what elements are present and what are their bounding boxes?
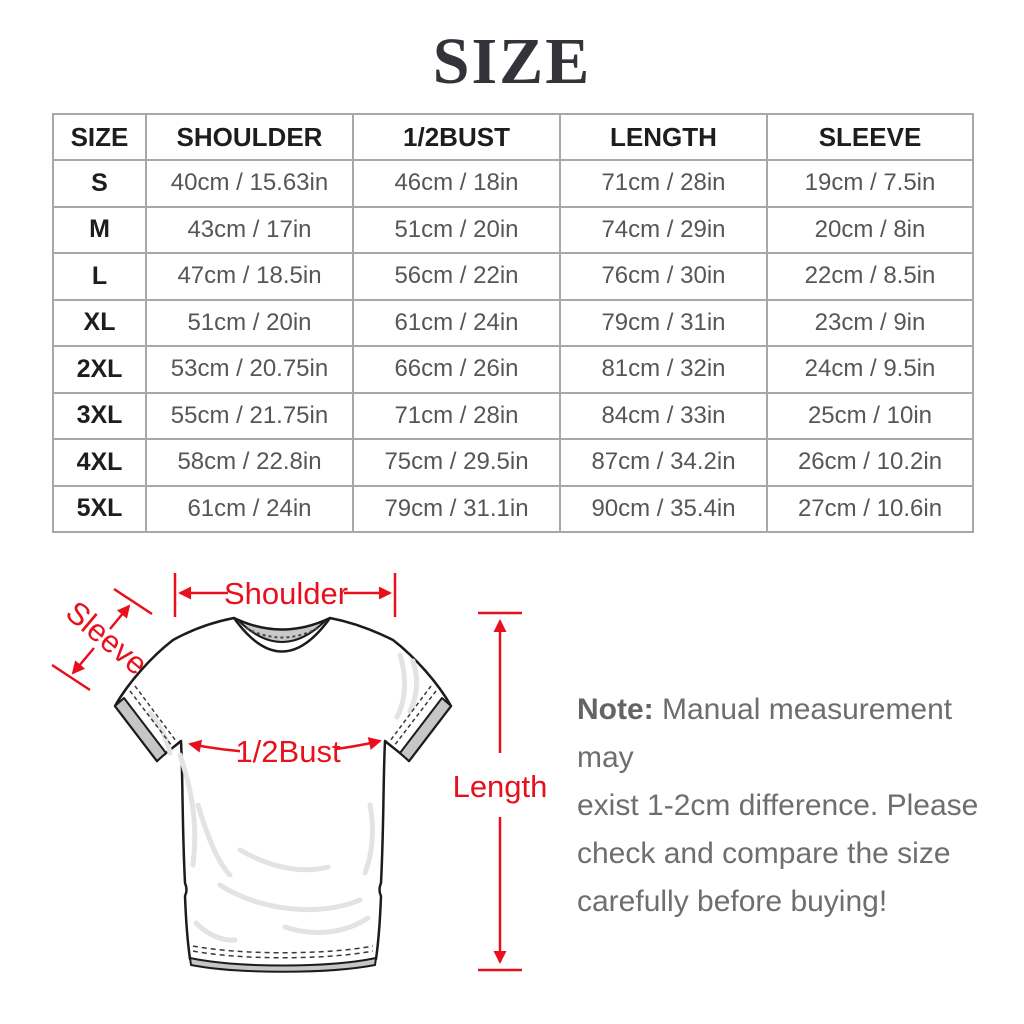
- size-label-cell: 3XL: [52, 391, 147, 440]
- measurement-cell: 24cm / 9.5in: [766, 345, 974, 394]
- shoulder-label-backplate: [228, 576, 344, 609]
- measurement-cell: 27cm / 10.6in: [766, 484, 974, 533]
- wrinkle-shading: [147, 652, 420, 943]
- size-label-cell: 5XL: [52, 484, 147, 533]
- tshirt-measurement-diagram: Shoulder 1/2Bust Length Sleeve: [51, 573, 548, 973]
- tshirt-outline-icon: [113, 616, 453, 973]
- size-label-cell: XL: [52, 298, 147, 347]
- table-row: 3XL 55cm / 21.75in 71cm / 28in 84cm / 33in 2…: [52, 391, 974, 440]
- length-arrow: [478, 611, 522, 972]
- note-line: carefully before buying!: [577, 885, 888, 918]
- measurement-cell: 71cm / 28in: [559, 159, 768, 208]
- sleeve-arrow: [51, 587, 153, 692]
- measurement-cell: 87cm / 34.2in: [559, 438, 768, 487]
- measurement-cell: 81cm / 32in: [559, 345, 768, 394]
- size-label-cell: 2XL: [52, 345, 147, 394]
- measurement-cell: 55cm / 21.75in: [145, 391, 354, 440]
- size-label-cell: S: [52, 159, 147, 208]
- measurement-cell: 43cm / 17in: [145, 205, 354, 254]
- shoulder-label: Shoulder: [224, 576, 348, 611]
- collar-stitching: [245, 627, 319, 639]
- table-row: XL 51cm / 20in 61cm / 24in 79cm / 31in 23cm …: [52, 298, 974, 347]
- table-row: M 43cm / 17in 51cm / 20in 74cm / 29in 20cm /…: [52, 205, 974, 254]
- measurement-cell: 61cm / 24in: [352, 298, 561, 347]
- measurement-cell: 71cm / 28in: [352, 391, 561, 440]
- measurement-cell: 25cm / 10in: [766, 391, 974, 440]
- measurement-cell: 90cm / 35.4in: [559, 484, 768, 533]
- measurement-cell: 51cm / 20in: [145, 298, 354, 347]
- measurement-cell: 74cm / 29in: [559, 205, 768, 254]
- measurement-cell: 58cm / 22.8in: [145, 438, 354, 487]
- note-text: Note: Manual measurement may exist 1-2cm…: [577, 686, 997, 926]
- column-header: 1/2BUST: [352, 113, 561, 161]
- column-header: SHOULDER: [145, 113, 354, 161]
- measurement-cell: 61cm / 24in: [145, 484, 354, 533]
- measurement-cell: 79cm / 31in: [559, 298, 768, 347]
- column-header: SLEEVE: [766, 113, 974, 161]
- bottom-hem: [189, 945, 377, 973]
- note-line: check and compare the size: [577, 837, 951, 870]
- measurement-cell: 51cm / 20in: [352, 205, 561, 254]
- table-row: 5XL 61cm / 24in 79cm / 31.1in 90cm / 35.4in…: [52, 484, 974, 533]
- measurement-cell: 26cm / 10.2in: [766, 438, 974, 487]
- note-line: exist 1-2cm difference. Please: [577, 789, 979, 822]
- table-row: 2XL 53cm / 20.75in 66cm / 26in 81cm / 32in 2…: [52, 345, 974, 394]
- column-header: LENGTH: [559, 113, 768, 161]
- page-title: SIZE: [432, 25, 592, 98]
- size-table-body: S 40cm / 15.63in 46cm / 18in 71cm / 28in 19c…: [52, 159, 974, 533]
- table-row: L 47cm / 18.5in 56cm / 22in 76cm / 30in 22cm…: [52, 252, 974, 301]
- measurement-cell: 23cm / 9in: [766, 298, 974, 347]
- table-row: 4XL 58cm / 22.8in 75cm / 29.5in 87cm / 34.2…: [52, 438, 974, 487]
- note-line: Note: Manual measurement may: [577, 693, 953, 774]
- measurement-cell: 22cm / 8.5in: [766, 252, 974, 301]
- measurement-cell: 75cm / 29.5in: [352, 438, 561, 487]
- size-table: SIZE SHOULDER 1/2BUST LENGTH SLEEVE S 40cm / …: [52, 113, 974, 533]
- size-label-cell: 4XL: [52, 438, 147, 487]
- measurement-cell: 76cm / 30in: [559, 252, 768, 301]
- measurement-cell: 84cm / 33in: [559, 391, 768, 440]
- bust-label: 1/2Bust: [235, 734, 341, 769]
- bust-label-backplate: [240, 735, 336, 767]
- measurement-cell: 19cm / 7.5in: [766, 159, 974, 208]
- length-label: Length: [453, 769, 548, 804]
- measurement-cell: 56cm / 22in: [352, 252, 561, 301]
- column-header: SIZE: [52, 113, 147, 161]
- measurement-cell: 79cm / 31.1in: [352, 484, 561, 533]
- measurement-cell: 46cm / 18in: [352, 159, 561, 208]
- note-label: Note:: [577, 693, 654, 726]
- measurement-cell: 66cm / 26in: [352, 345, 561, 394]
- size-label-cell: M: [52, 205, 147, 254]
- table-row: S 40cm / 15.63in 46cm / 18in 71cm / 28in 19c…: [52, 159, 974, 208]
- measurement-cell: 47cm / 18.5in: [145, 252, 354, 301]
- sleeve-cuffs: [114, 685, 452, 762]
- size-table-header-row: SIZE SHOULDER 1/2BUST LENGTH SLEEVE: [52, 113, 974, 161]
- measurement-cell: 53cm / 20.75in: [145, 345, 354, 394]
- measurement-cell: 20cm / 8in: [766, 205, 974, 254]
- size-label-cell: L: [52, 252, 147, 301]
- measurement-cell: 40cm / 15.63in: [145, 159, 354, 208]
